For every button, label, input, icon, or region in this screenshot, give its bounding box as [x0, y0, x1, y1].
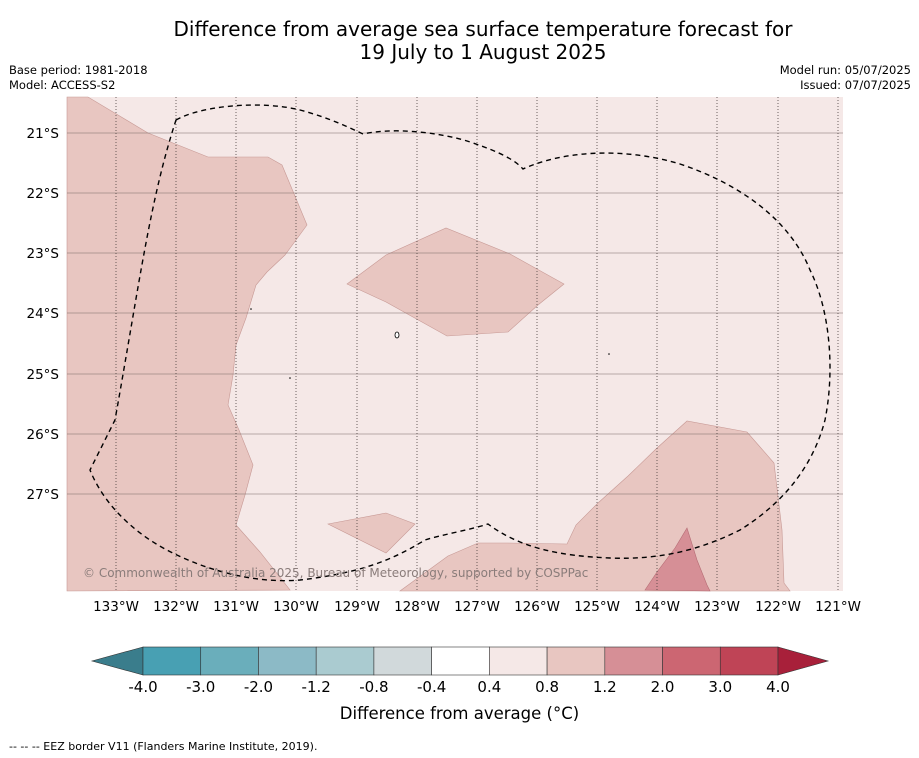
- longitude-label: 121°W: [815, 599, 861, 615]
- colorbar-bin: [604, 646, 663, 676]
- map-plot-area: © Commonwealth of Australia 2025, Bureau…: [66, 96, 843, 592]
- colorbar-bin: [546, 646, 606, 676]
- longitude-label: 122°W: [755, 599, 801, 615]
- island-marker: [289, 377, 291, 379]
- anomaly-region-west: [66, 96, 308, 592]
- colorbar-bin: [200, 646, 259, 676]
- anomaly-region-warm-patch: [644, 527, 711, 592]
- model-text: Model: ACCESS-S2: [9, 78, 116, 92]
- colorbar-label: Difference from average (°C): [339, 704, 580, 723]
- map-gridlines: [67, 97, 843, 591]
- latitude-label: 25°S: [27, 367, 60, 383]
- meta-right: Model run: 05/07/2025 Issued: 07/07/2025: [780, 63, 911, 93]
- longitude-label: 127°W: [454, 599, 500, 615]
- colorbar-tick-label: 2.0: [651, 678, 675, 696]
- colorbar-tick-label: 3.0: [708, 678, 732, 696]
- colorbar-tick-label: -0.8: [359, 678, 388, 696]
- colorbar-tick-label: -1.2: [302, 678, 331, 696]
- latitude-label: 24°S: [27, 306, 60, 322]
- island-marker: [608, 353, 610, 355]
- anomaly-region-small-south: [327, 512, 416, 554]
- longitude-label: 124°W: [634, 599, 680, 615]
- colorbar-bin: [719, 646, 779, 676]
- eez-border: [89, 104, 831, 582]
- colorbar-bin: [431, 646, 490, 676]
- longitude-label: 131°W: [213, 599, 259, 615]
- colorbar-tick-label: 0.8: [535, 678, 559, 696]
- colorbar-tick-label: 4.0: [766, 678, 790, 696]
- colorbar-bin: [315, 646, 375, 676]
- longitude-labels: 133°W 132°W 131°W 130°W 129°W 128°W 127°W 126°W…: [93, 599, 861, 615]
- model-run-text: Model run: 05/07/2025: [779, 63, 911, 77]
- colorbar-tick-label: -4.0: [128, 678, 157, 696]
- longitude-label: 132°W: [153, 599, 199, 615]
- colorbar-tick-label: 1.2: [593, 678, 617, 696]
- longitude-label: 133°W: [93, 599, 139, 615]
- anomaly-region-central: [346, 227, 565, 337]
- longitude-label: 128°W: [394, 599, 440, 615]
- colorbar-tick-label: 0.4: [477, 678, 501, 696]
- longitude-label: 129°W: [334, 599, 380, 615]
- copyright-watermark: © Commonwealth of Australia 2025, Bureau…: [83, 566, 588, 580]
- issued-text: Issued: 07/07/2025: [800, 78, 911, 92]
- colorbar-bin: [258, 646, 317, 676]
- latitude-labels: 21°S 22°S 23°S 24°S 25°S 26°S 27°S: [27, 126, 60, 503]
- colorbar-bin: [142, 646, 202, 676]
- latitude-label: 22°S: [27, 186, 60, 202]
- latitude-label: 23°S: [27, 246, 60, 262]
- map-title-line-2: 19 July to 1 August 2025: [359, 40, 607, 64]
- colorbar-tick-label: -3.0: [186, 678, 215, 696]
- colorbar-tick-label: -2.0: [244, 678, 273, 696]
- longitude-label: 125°W: [574, 599, 620, 615]
- meta-left: Base period: 1981-2018 Model: ACCESS-S2: [9, 63, 148, 93]
- latitude-label: 26°S: [27, 427, 60, 443]
- longitude-label: 126°W: [514, 599, 560, 615]
- island-marker: [250, 308, 252, 310]
- colorbar-extend-high: [777, 646, 830, 676]
- latitude-label: 21°S: [27, 126, 60, 142]
- longitude-label: 123°W: [694, 599, 740, 615]
- colorbar-bin: [662, 646, 721, 676]
- sst-anomaly-map: © Commonwealth of Australia 2025, Bureau…: [27, 96, 861, 696]
- base-period-text: Base period: 1981-2018: [9, 63, 148, 77]
- eez-legend-note: -- -- -- EEZ border V11 (Flanders Marine…: [9, 740, 318, 753]
- longitude-label: 130°W: [273, 599, 319, 615]
- colorbar: -4.0 -3.0 -2.0 -1.2 -0.8 -0.4 0.4 0.8 1.2 2.0 3.0 4…: [90, 646, 830, 696]
- map-title-line-1: Difference from average sea surface temp…: [173, 17, 793, 41]
- map-title: Difference from average sea surface temp…: [0, 18, 919, 64]
- colorbar-tick-label: -0.4: [417, 678, 446, 696]
- colorbar-extend-low: [90, 646, 144, 676]
- colorbar-bin: [489, 646, 548, 676]
- island-marker: [394, 331, 400, 339]
- colorbar-bin: [373, 646, 432, 676]
- latitude-label: 27°S: [27, 487, 60, 503]
